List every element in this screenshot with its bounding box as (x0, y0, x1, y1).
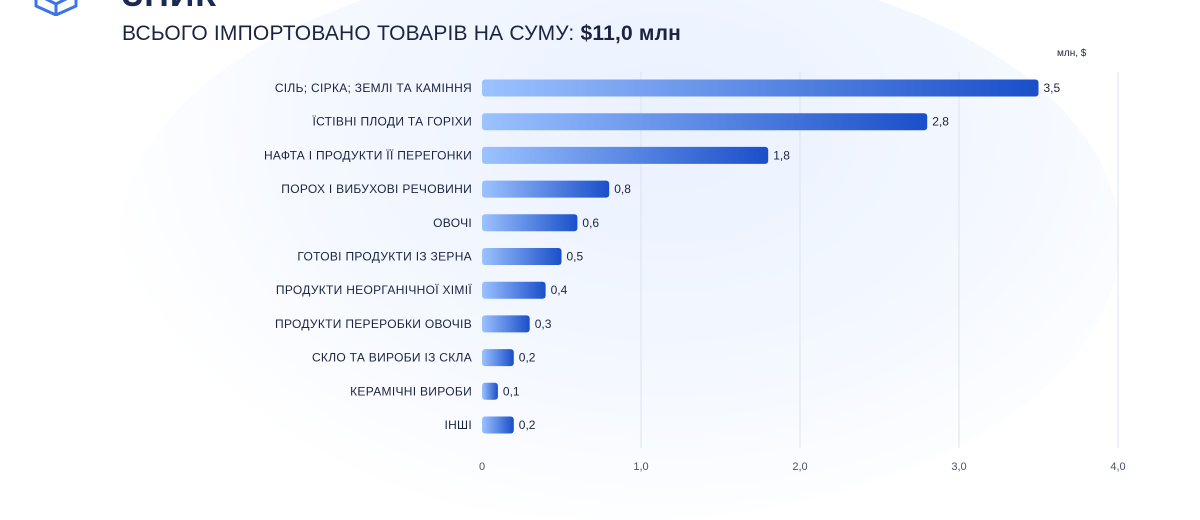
bar (482, 315, 530, 333)
value-label: 0,1 (503, 384, 520, 398)
bar (482, 349, 514, 367)
chart-subtitle: ВСЬОГО ІМПОРТОВАНО ТОВАРІВ НА СУМУ: $11,… (122, 22, 681, 46)
x-tick-label: 0 (479, 461, 485, 473)
brand-title: ЗНИК (122, 0, 217, 15)
bars (482, 79, 1039, 434)
logo-icon (34, 0, 78, 16)
value-label: 3,5 (1044, 81, 1061, 95)
bar-chart: СІЛЬ; СІРКА; ЗЕМЛІ ТА КАМІННЯ 3,5 ЇСТІВНІ … (264, 72, 1126, 473)
unit-label: млн, $ (1057, 48, 1087, 59)
x-tick-label: 3,0 (951, 461, 966, 473)
bar (482, 382, 498, 400)
value-label: 1,8 (773, 148, 790, 162)
category-label: НАФТА І ПРОДУКТИ ЇЇ ПЕРЕГОНКИ (264, 148, 472, 162)
value-label: 0,8 (614, 182, 631, 196)
value-label: 0,5 (567, 250, 584, 264)
x-tick-label: 2,0 (792, 461, 807, 473)
bar (482, 281, 546, 299)
category-label: ОВОЧІ (433, 216, 472, 230)
bar (482, 416, 514, 434)
bar (482, 180, 610, 198)
value-label: 0,2 (519, 351, 536, 365)
x-tick-label: 4,0 (1110, 461, 1125, 473)
value-label: 0,6 (582, 216, 599, 230)
bar (482, 79, 1039, 97)
value-label: 0,3 (535, 317, 552, 331)
bar (482, 214, 578, 232)
bar (482, 113, 928, 131)
category-label: СІЛЬ; СІРКА; ЗЕМЛІ ТА КАМІННЯ (275, 81, 472, 95)
category-label: ПРОДУКТИ ПЕРЕРОБКИ ОВОЧІВ (275, 317, 472, 331)
subtitle-amount: $11,0 млн (580, 22, 682, 45)
category-label: ІНШІ (444, 418, 472, 432)
value-label: 0,4 (551, 283, 568, 297)
labels: СІЛЬ; СІРКА; ЗЕМЛІ ТА КАМІННЯ 3,5 ЇСТІВНІ … (264, 81, 1061, 432)
x-axis-ticks: 0 1,0 2,0 3,0 4,0 (479, 461, 1126, 473)
x-tick-label: 1,0 (633, 461, 648, 473)
category-label: ПОРОХ І ВИБУХОВІ РЕЧОВИНИ (281, 182, 472, 196)
value-label: 0,2 (519, 418, 536, 432)
bar (482, 146, 769, 164)
category-label: ГОТОВІ ПРОДУКТИ ІЗ ЗЕРНА (297, 250, 472, 264)
grid-lines (640, 72, 1119, 448)
category-label: СКЛО ТА ВИРОБИ ІЗ СКЛА (312, 351, 472, 365)
subtitle-prefix: ВСЬОГО ІМПОРТОВАНО ТОВАРІВ НА СУМУ: (122, 22, 581, 45)
category-label: ПРОДУКТИ НЕОРГАНІЧНОЇ ХІМІЇ (276, 283, 472, 297)
category-label: КЕРАМІЧНІ ВИРОБИ (350, 384, 472, 398)
bar (482, 248, 562, 265)
category-label: ЇСТІВНІ ПЛОДИ ТА ГОРІХИ (312, 115, 472, 129)
value-label: 2,8 (932, 115, 949, 129)
